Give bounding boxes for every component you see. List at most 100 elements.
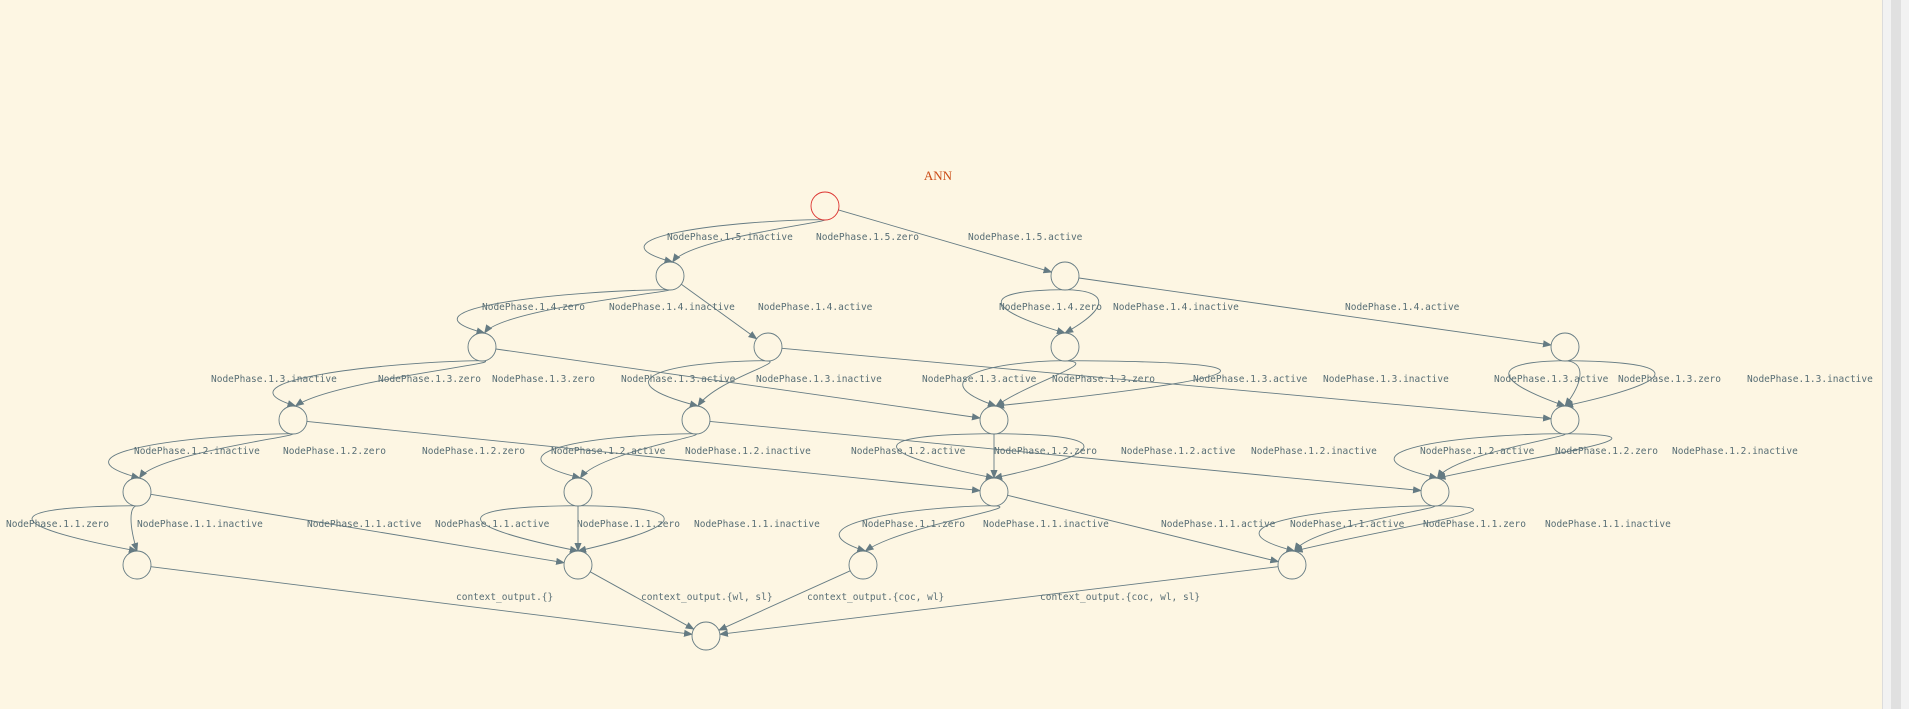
edge-label: NodePhase.1.1.active xyxy=(1290,519,1405,530)
edge-n14-n18 xyxy=(1258,505,1433,553)
edge-n1-n4 xyxy=(681,283,758,340)
edge-n12-n16 xyxy=(480,505,579,553)
edge-n6-n10 xyxy=(1508,360,1566,407)
edge-n1-n3 xyxy=(456,289,668,335)
edge-label: context_output.{coc, wl} xyxy=(807,592,944,603)
state-node-n17 xyxy=(848,550,878,580)
edge-n2-n6 xyxy=(1078,277,1552,348)
edge-label: NodePhase.1.2.zero xyxy=(994,446,1097,457)
edge-n15-out xyxy=(150,566,693,637)
edge-n7-n11 xyxy=(108,433,291,480)
edge-label: NodePhase.1.2.inactive xyxy=(685,446,811,457)
edge-label: NodePhase.1.1.inactive xyxy=(983,519,1109,530)
edge-n6-n10 xyxy=(1564,360,1656,408)
edge-label: NodePhase.1.1.inactive xyxy=(694,519,820,530)
edge-label: NodePhase.1.1.active xyxy=(1161,519,1276,530)
edge-n7-n11 xyxy=(138,433,294,479)
edge-n10-n14 xyxy=(1436,433,1566,479)
edge-n5-n9 xyxy=(995,360,1077,407)
state-node-n3 xyxy=(467,332,497,362)
edge-label: NodePhase.1.2.zero xyxy=(283,446,386,457)
graph-title: ANN xyxy=(924,168,953,183)
edge-label: NodePhase.1.2.zero xyxy=(422,446,525,457)
state-node-n15 xyxy=(122,550,152,580)
edge-n5-n9 xyxy=(962,360,1064,407)
edge-label: context_output.{coc, wl, sl} xyxy=(1040,592,1200,603)
edge-labels-layer: NodePhase.1.5.inactive NodePhase.1.5.zero… xyxy=(6,232,1873,603)
edge-label: NodePhase.1.2.inactive xyxy=(134,446,260,457)
edge-label: NodePhase.1.1.zero xyxy=(6,519,109,530)
edge-label: NodePhase.1.3.zero xyxy=(1052,374,1155,385)
state-node-n8 xyxy=(681,405,711,435)
edge-n12-n16 xyxy=(577,505,665,553)
edge-label: NodePhase.1.4.zero xyxy=(482,302,585,313)
edge-n14-n18 xyxy=(1293,505,1474,553)
edges-layer xyxy=(31,209,1656,637)
edge-label: NodePhase.1.3.inactive xyxy=(211,374,337,385)
edge-root-n2 xyxy=(838,209,1053,274)
edge-label: NodePhase.1.3.active xyxy=(1494,374,1609,385)
edge-label: NodePhase.1.2.active xyxy=(551,446,666,457)
edge-n10-n14 xyxy=(1393,433,1563,480)
state-node-n11 xyxy=(122,477,152,507)
edge-n11-n16 xyxy=(150,493,566,565)
edge-label: NodePhase.1.3.inactive xyxy=(756,374,882,385)
edge-n13-n18 xyxy=(1007,494,1280,564)
edge-label: NodePhase.1.1.active xyxy=(435,519,550,530)
edge-label: NodePhase.1.2.active xyxy=(1121,446,1236,457)
edge-n4-n8 xyxy=(648,360,767,408)
edge-label: NodePhase.1.1.zero xyxy=(1423,519,1526,530)
edge-n10-n14 xyxy=(1436,433,1613,480)
edge-n5-n9 xyxy=(995,360,1221,409)
edge-n7-n13 xyxy=(306,420,981,494)
edge-n11-n15 xyxy=(130,505,139,552)
edge-n9-n13 xyxy=(896,433,995,480)
state-node-n10 xyxy=(1550,405,1580,435)
edge-n3-n9 xyxy=(495,348,981,421)
edge-n3-n7 xyxy=(272,360,480,408)
state-node-n6 xyxy=(1550,332,1580,362)
state-node-n13 xyxy=(979,477,1009,507)
state-node-n2 xyxy=(1050,261,1080,291)
edge-label: NodePhase.1.3.zero xyxy=(378,374,481,385)
edge-label: NodePhase.1.4.active xyxy=(758,302,873,313)
edge-label: context_output.{} xyxy=(456,592,553,603)
edge-n2-n5 xyxy=(1000,289,1066,335)
edge-n18-out xyxy=(719,566,1279,637)
vertical-scrollbar[interactable] xyxy=(1882,0,1909,709)
edge-label: NodePhase.1.2.zero xyxy=(1555,446,1658,457)
edge-n6-n10 xyxy=(1564,360,1581,407)
edge-n4-n10 xyxy=(781,347,1552,422)
edge-label: NodePhase.1.4.zero xyxy=(999,302,1102,313)
edge-label: NodePhase.1.3.inactive xyxy=(1323,374,1449,385)
edge-label: NodePhase.1.4.inactive xyxy=(1113,302,1239,313)
edge-label: NodePhase.1.1.zero xyxy=(862,519,965,530)
output-node xyxy=(691,621,721,651)
edge-label: NodePhase.1.4.active xyxy=(1345,302,1460,313)
edge-n11-n15 xyxy=(31,505,138,554)
state-node-n9 xyxy=(979,405,1009,435)
edge-root-n1 xyxy=(643,219,823,264)
edge-label: NodePhase.1.2.active xyxy=(1420,446,1535,457)
edge-label: NodePhase.1.5.active xyxy=(968,232,1083,243)
edge-n14-n18 xyxy=(1293,505,1436,552)
edge-n4-n8 xyxy=(697,360,771,407)
edge-label: context_output.{wl, sl} xyxy=(641,592,773,603)
edge-n13-n17 xyxy=(838,505,992,552)
edge-n8-n12 xyxy=(540,433,694,480)
edge-label: NodePhase.1.5.zero xyxy=(816,232,919,243)
edge-n8-n14 xyxy=(709,420,1422,494)
state-node-n18 xyxy=(1277,550,1307,580)
edge-label: NodePhase.1.1.zero xyxy=(577,519,680,530)
scrollbar-thumb[interactable] xyxy=(1891,0,1901,709)
root-node xyxy=(810,191,840,221)
edge-label: NodePhase.1.3.zero xyxy=(1618,374,1721,385)
state-node-n12 xyxy=(563,477,593,507)
edge-label: NodePhase.1.3.inactive xyxy=(1747,374,1873,385)
edge-n9-n13 xyxy=(993,433,1085,480)
edge-root-n1 xyxy=(672,219,826,263)
edge-label: NodePhase.1.3.active xyxy=(621,374,736,385)
edge-label: NodePhase.1.2.inactive xyxy=(1672,446,1798,457)
state-node-n1 xyxy=(655,261,685,291)
